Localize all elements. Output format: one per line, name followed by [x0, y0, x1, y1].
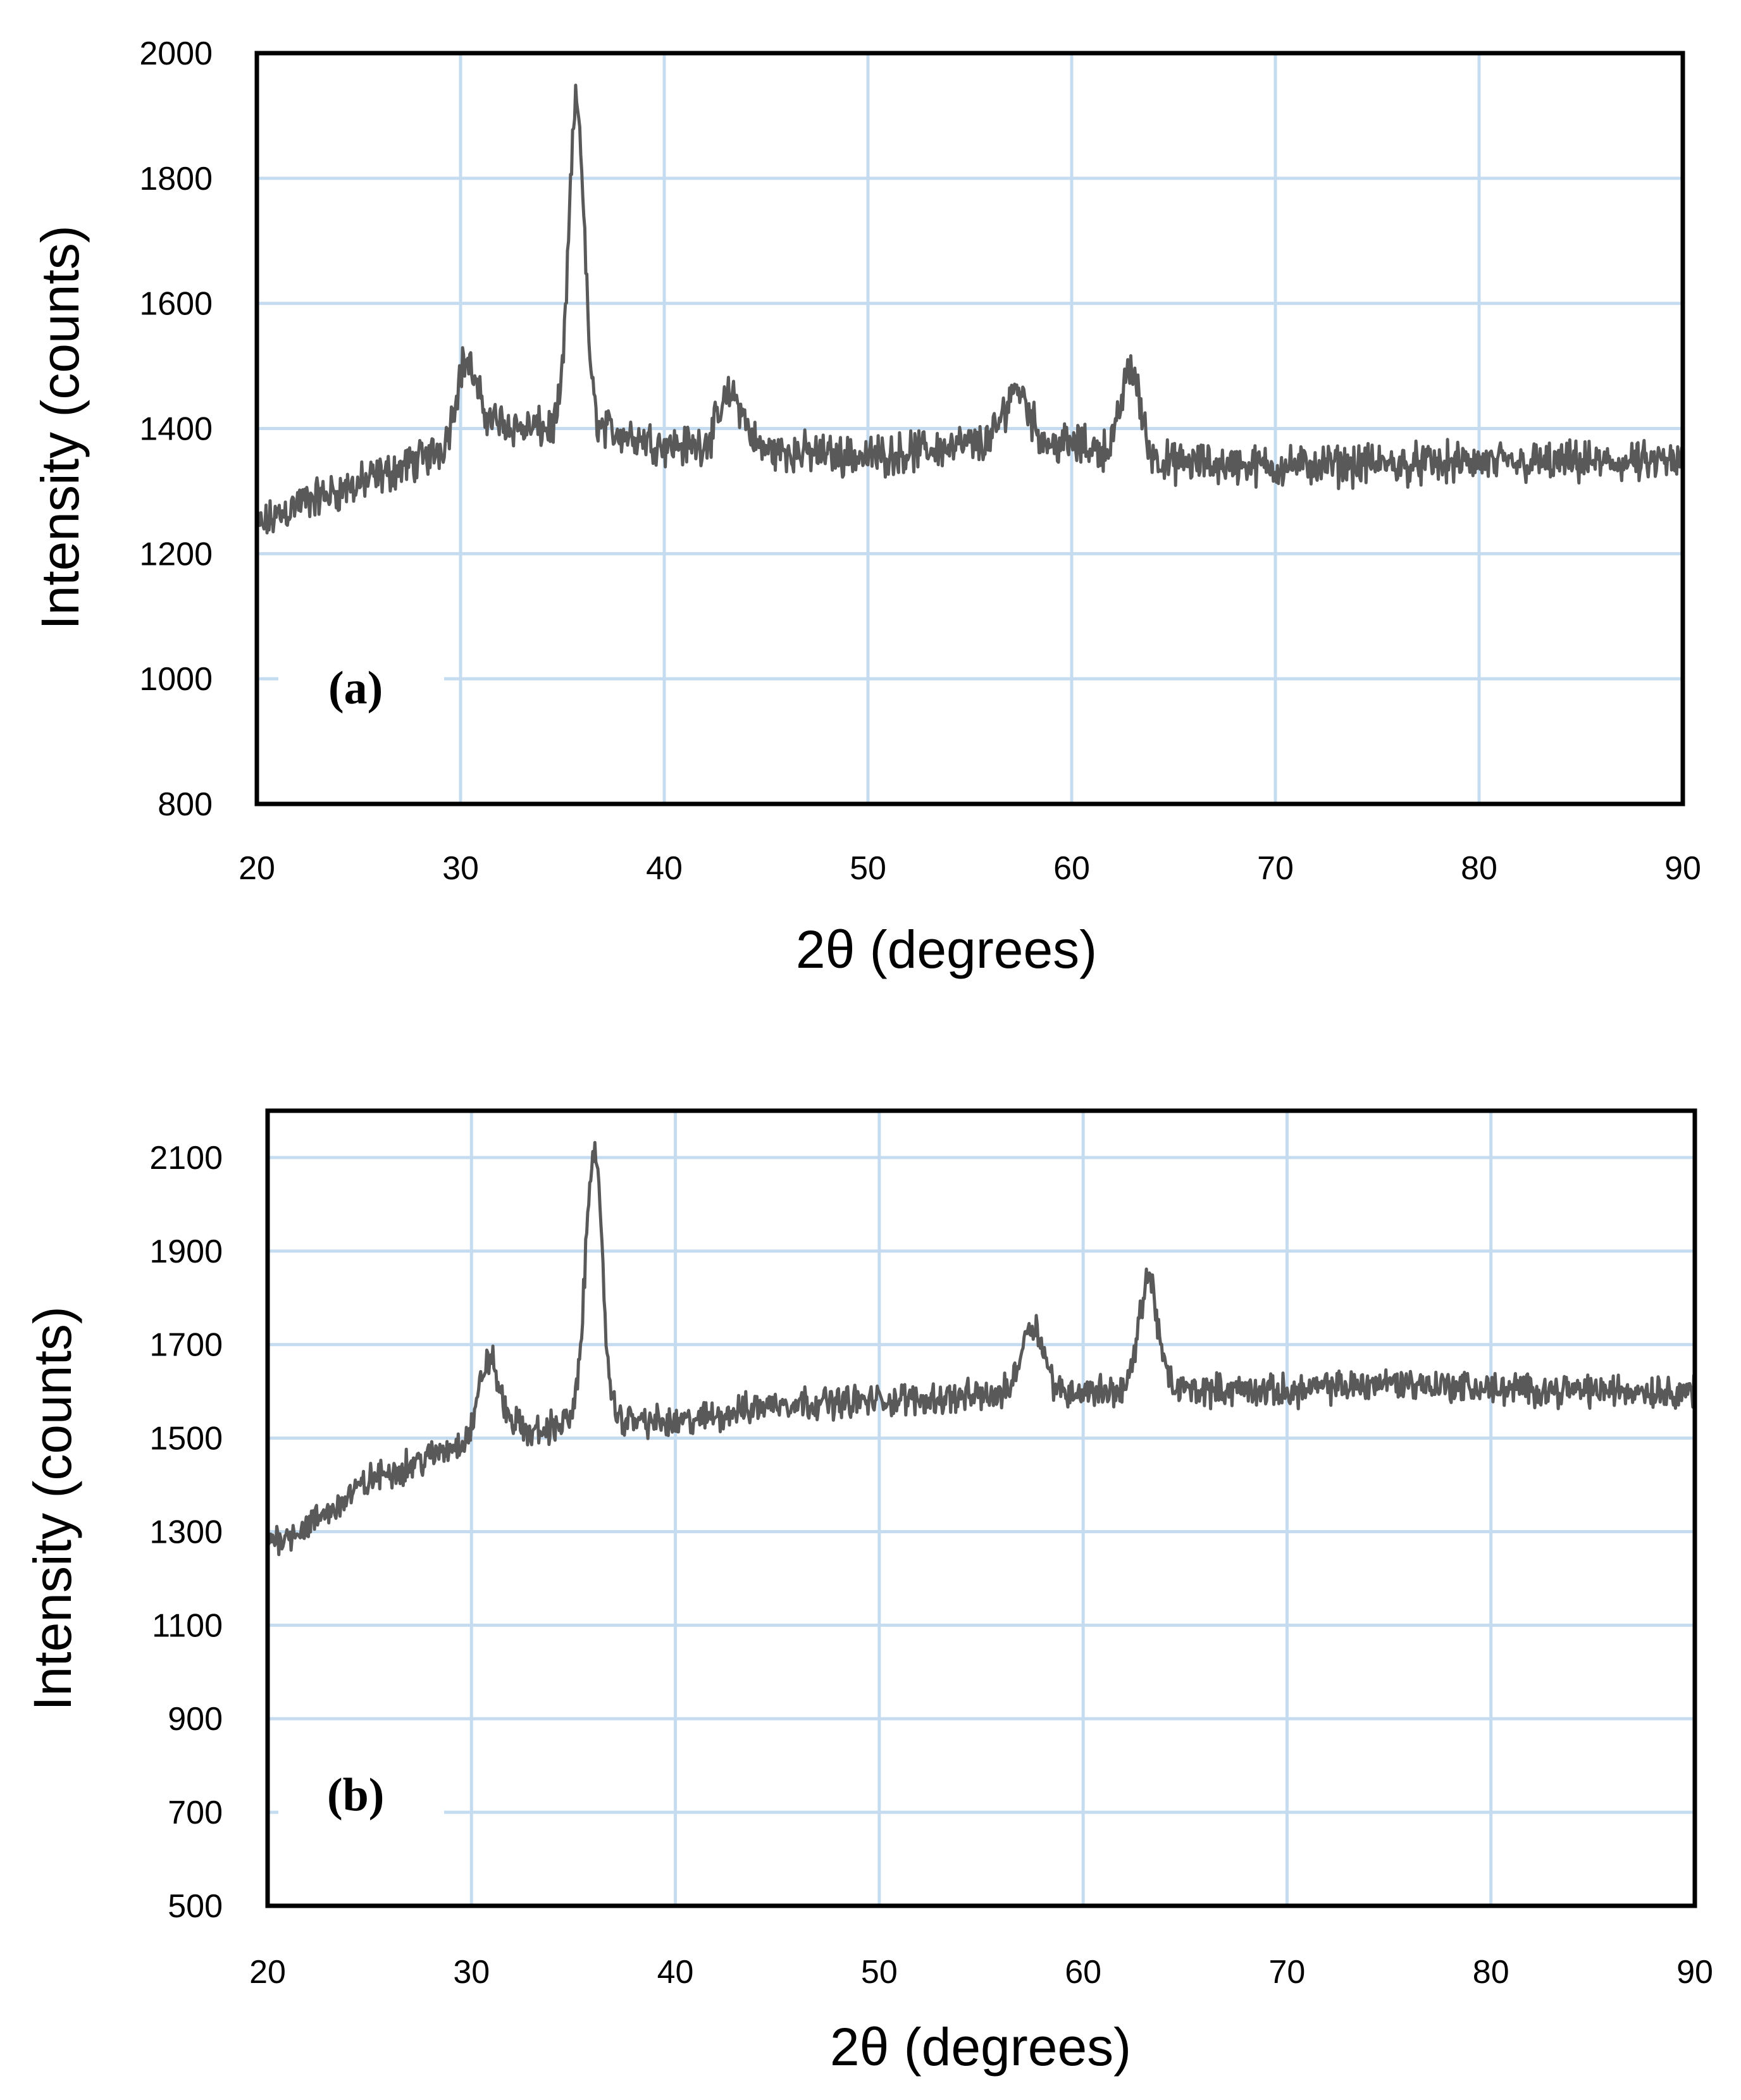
x-tick-label: 30 — [453, 1954, 490, 1991]
x-tick-labels-a: 20 30 40 50 60 70 80 90 — [239, 850, 1701, 887]
y-tick-label: 1800 — [139, 161, 213, 197]
x-tick-label: 30 — [442, 850, 479, 887]
panel-label-b: (b) — [327, 1769, 384, 1821]
panel-label-mask-a — [278, 642, 444, 724]
x-tick-label: 80 — [1473, 1954, 1509, 1991]
x-tick-label: 50 — [850, 850, 886, 887]
y-tick-label: 1500 — [149, 1421, 223, 1457]
x-tick-label: 80 — [1461, 850, 1497, 887]
y-tick-label: 700 — [168, 1794, 223, 1831]
y-tick-label: 1300 — [149, 1514, 223, 1550]
x-axis-title-b: 2θ (degrees) — [830, 2017, 1131, 2077]
x-tick-label: 60 — [1053, 850, 1090, 887]
x-tick-label: 60 — [1065, 1954, 1101, 1991]
x-axis-title-a: 2θ (degrees) — [796, 920, 1097, 979]
x-tick-label: 70 — [1257, 850, 1294, 887]
panel-b: 500 700 900 1100 1300 1500 1700 1900 2100 20 30 40… — [23, 1108, 1713, 2077]
y-tick-label: 1200 — [139, 536, 213, 572]
y-tick-label: 2100 — [149, 1140, 223, 1177]
x-tick-label: 40 — [646, 850, 683, 887]
series-line-b — [266, 1140, 1697, 1557]
y-tick-label: 1900 — [149, 1233, 223, 1270]
x-tick-label: 40 — [657, 1954, 694, 1991]
y-tick-label: 2000 — [139, 35, 213, 72]
x-tick-label: 90 — [1664, 850, 1701, 887]
grid-a — [255, 51, 1685, 806]
plot-frame-b — [265, 1108, 1697, 1908]
y-tick-label: 1600 — [139, 286, 213, 323]
y-tick-label: 900 — [168, 1701, 223, 1738]
y-tick-label: 1000 — [139, 661, 213, 698]
x-tick-labels-b: 20 30 40 50 60 70 80 90 — [249, 1954, 1713, 1991]
y-tick-label: 1100 — [152, 1607, 223, 1644]
y-tick-labels-a: 800 1000 1200 1400 1600 1800 2000 — [139, 35, 213, 823]
y-axis-title-b: Intensity (counts) — [23, 1306, 82, 1711]
y-tick-label: 1400 — [139, 411, 213, 448]
y-tick-label: 500 — [168, 1888, 223, 1925]
series-line-a — [255, 83, 1685, 534]
grid-b — [266, 1111, 1697, 1908]
plot-frame-a — [254, 51, 1685, 806]
panel-label-a: (a) — [328, 662, 383, 714]
x-tick-label: 90 — [1676, 1954, 1713, 1991]
x-tick-label: 70 — [1269, 1954, 1306, 1991]
y-axis-title-a: Intensity (counts) — [30, 225, 90, 630]
y-tick-label: 800 — [158, 786, 213, 823]
x-tick-label: 20 — [239, 850, 275, 887]
panel-a: 800 1000 1200 1400 1600 1800 2000 20 30 40 50 60 70… — [30, 35, 1701, 979]
panel-label-mask-b — [278, 1746, 444, 1841]
x-tick-label: 20 — [249, 1954, 286, 1991]
y-tick-label: 1700 — [149, 1327, 223, 1364]
y-tick-labels-b: 500 700 900 1100 1300 1500 1700 1900 2100 — [149, 1140, 223, 1925]
x-tick-label: 50 — [861, 1954, 898, 1991]
